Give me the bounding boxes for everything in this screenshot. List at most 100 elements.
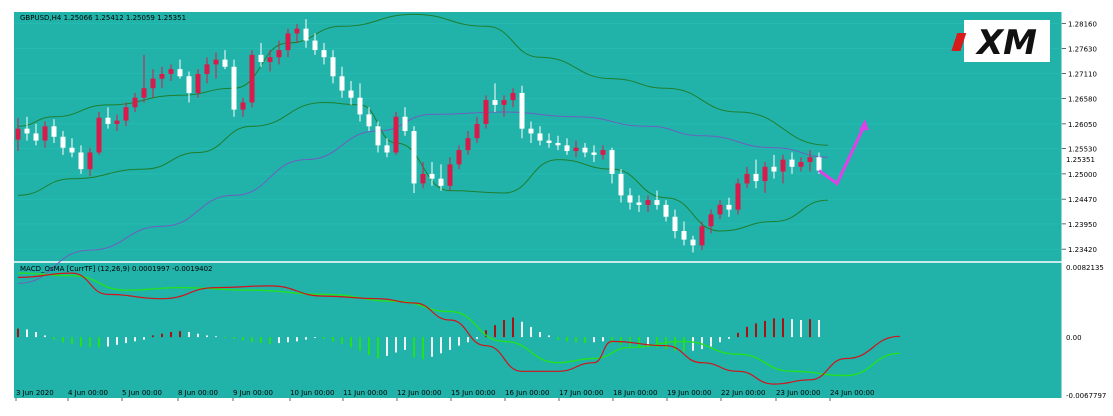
candle-body	[258, 54, 264, 62]
candle-body	[672, 216, 678, 232]
time-axis-label: 19 Jun 00:00	[667, 389, 711, 397]
candle-body	[60, 136, 66, 148]
candle-body	[564, 145, 570, 152]
price-axis-label: 1.27630	[1068, 46, 1097, 54]
candle-body	[780, 159, 786, 172]
candle-body	[375, 126, 381, 146]
candle-body	[654, 200, 660, 205]
main-info-label: GBPUSD,H4 1.25066 1.25412 1.25059 1.2535…	[20, 14, 186, 22]
candle-body	[240, 102, 246, 110]
candle-body	[33, 133, 39, 141]
candle-body	[249, 54, 255, 103]
candle-body	[456, 150, 462, 165]
candle-body	[789, 159, 795, 167]
candle-body	[699, 226, 705, 246]
candle-body	[708, 214, 714, 227]
time-axis-label: 17 Jun 00:00	[559, 389, 603, 397]
time-axis-label: 9 Jun 00:00	[233, 389, 273, 397]
candle-body	[591, 152, 597, 155]
candle-body	[717, 204, 723, 215]
price-axis-label: 1.25530	[1068, 146, 1097, 154]
macd-axis-label: 0.0082135	[1066, 264, 1104, 272]
candle-body	[222, 59, 228, 67]
candle-body	[510, 92, 516, 101]
candle-body	[213, 59, 219, 65]
candle-body	[312, 40, 318, 51]
candle-body	[546, 140, 552, 143]
candle-body	[600, 150, 606, 155]
candle-body	[105, 117, 111, 124]
candle-body	[690, 239, 696, 246]
candle-body	[618, 173, 624, 196]
candle-body	[798, 162, 804, 167]
candle-body	[627, 195, 633, 203]
candle-body	[537, 133, 543, 141]
time-axis-label: 18 Jun 00:00	[613, 389, 657, 397]
time-axis-label: 12 Jun 00:00	[397, 389, 441, 397]
candle-body	[582, 147, 588, 153]
candle-body	[753, 173, 759, 182]
candle-body	[744, 173, 750, 184]
forecast-path	[818, 125, 866, 186]
candle-body	[663, 204, 669, 217]
candle-body	[231, 66, 237, 110]
candle-body	[528, 128, 534, 134]
price-axis-label: 1.26580	[1068, 96, 1097, 104]
candles	[15, 19, 822, 253]
candle-body	[474, 123, 480, 139]
time-axis-label: 4 Jun 00:00	[68, 389, 108, 397]
candle-body	[141, 88, 147, 98]
candle-body	[609, 150, 615, 174]
macd-main-line	[17, 272, 901, 385]
price-axis-label: 1.24470	[1068, 196, 1097, 204]
candle-body	[393, 116, 399, 153]
candle-body	[51, 126, 57, 137]
candle-body	[483, 100, 489, 124]
candle-body	[204, 64, 210, 74]
candle-body	[735, 183, 741, 210]
xm-logo: XM	[951, 20, 1050, 63]
logo-red-mark	[951, 33, 967, 51]
candle-body	[438, 178, 444, 186]
candle-body	[321, 50, 327, 58]
candle-body	[384, 145, 390, 153]
price-axis-label: 1.26050	[1068, 121, 1097, 129]
time-axis-label: 15 Jun 00:00	[451, 389, 495, 397]
candle-body	[681, 231, 687, 240]
last-price-text: 1.25351	[1066, 156, 1095, 164]
candle-body	[69, 147, 75, 153]
candle-body	[492, 100, 498, 105]
price-axis-label: 1.27110	[1068, 70, 1097, 78]
candle-body	[330, 57, 336, 77]
candle-body	[78, 152, 84, 170]
candle-body	[123, 107, 129, 121]
candle-body	[132, 97, 138, 108]
price-axis: 1.28160 1.27630 1.27110 1.26580 1.26050 1.255…	[1062, 20, 1106, 400]
price-axis-label: 1.23420	[1068, 246, 1097, 254]
candle-body	[411, 131, 417, 184]
candle-body	[762, 166, 768, 182]
candle-body	[339, 76, 345, 91]
candle-body	[294, 28, 300, 34]
time-axis-label: 11 Jun 00:00	[343, 389, 387, 397]
candle-body	[726, 204, 732, 210]
candle-body	[186, 76, 192, 93]
candle-body	[285, 33, 291, 51]
candle-body	[465, 138, 471, 151]
candle-body	[771, 166, 777, 172]
candle-body	[96, 117, 102, 153]
candle-body	[816, 157, 822, 171]
candle-body	[168, 69, 174, 74]
candle-body	[87, 152, 93, 170]
candle-body	[159, 73, 165, 79]
time-axis-label: 5 Jun 00:00	[122, 389, 162, 397]
bollinger-middle-line	[17, 111, 829, 284]
last-price-tag: 1.25351	[1062, 155, 1096, 164]
candle-body	[555, 142, 561, 146]
time-axis-label: 22 Jun 00:00	[721, 389, 765, 397]
candle-body	[447, 164, 453, 186]
macd-axis-label: 0.00	[1066, 334, 1082, 342]
candle-body	[303, 28, 309, 41]
time-axis-label: 8 Jun 00:00	[178, 389, 218, 397]
